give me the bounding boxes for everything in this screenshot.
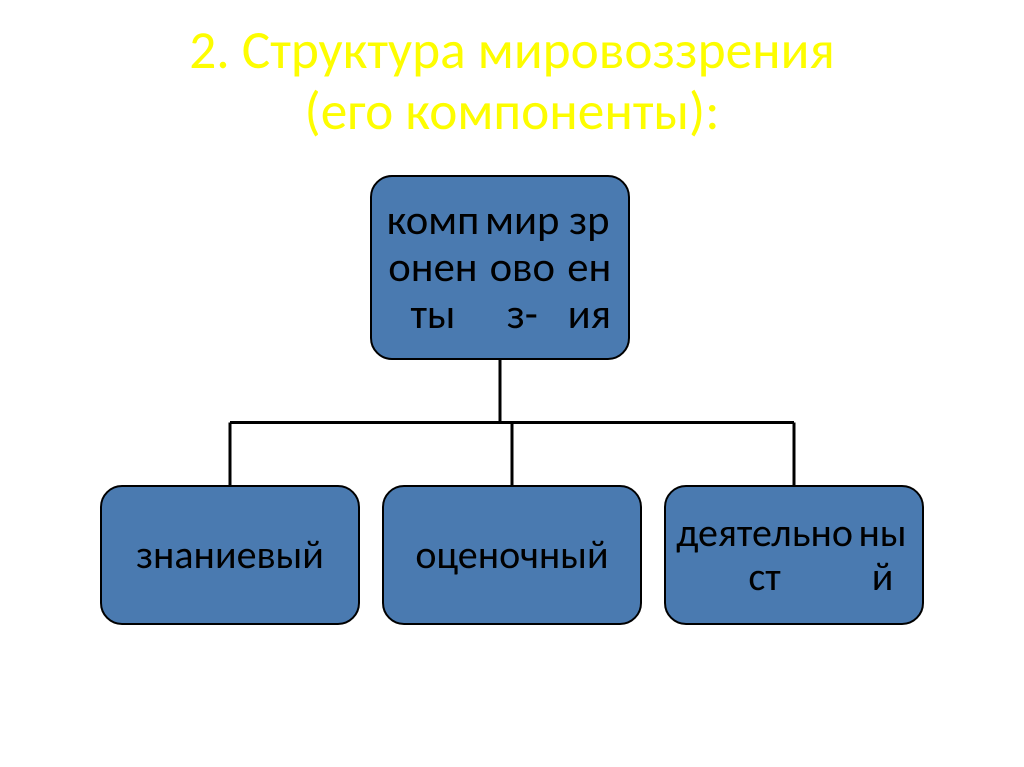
slide: 2. Структура мировоззрения (его компонен…: [0, 0, 1024, 767]
node-label-line: компоненты: [382, 197, 484, 338]
child-node-1: знаниевый: [100, 485, 360, 625]
node-label-line: зрения: [561, 197, 618, 338]
tree-diagram: компонентымировоз-зрения знаниевый оцено…: [100, 175, 924, 635]
node-label-line: ный: [853, 511, 912, 599]
node-label-line: мировоз-: [484, 197, 561, 338]
root-node: компонентымировоз-зрения: [370, 175, 630, 360]
child-node-2: оценочный: [382, 485, 642, 625]
node-label-line: деятельност: [676, 511, 853, 599]
node-label-line: оценочный: [415, 533, 608, 577]
slide-title: 2. Структура мировоззрения (его компонен…: [0, 20, 1024, 143]
node-label-line: знаниевый: [136, 533, 324, 577]
title-line-1: 2. Структура мировоззрения: [0, 20, 1024, 81]
child-node-3: деятельностный: [664, 485, 924, 625]
title-line-2: (его компоненты):: [0, 81, 1024, 142]
